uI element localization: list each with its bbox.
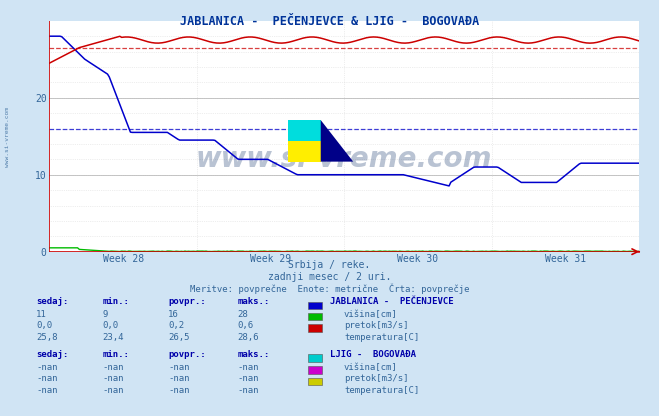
Text: 9: 9 [102, 310, 107, 319]
Text: povpr.:: povpr.: [168, 350, 206, 359]
Text: 25,8: 25,8 [36, 333, 58, 342]
Text: JABLANICA -  PEČENJEVCE: JABLANICA - PEČENJEVCE [330, 297, 453, 307]
Text: -nan: -nan [237, 363, 259, 372]
Text: 16: 16 [168, 310, 179, 319]
Text: 23,4: 23,4 [102, 333, 124, 342]
Text: 11: 11 [36, 310, 47, 319]
Text: sedaj:: sedaj: [36, 297, 69, 307]
Text: -nan: -nan [102, 386, 124, 395]
Text: JABLANICA -  PEČENJEVCE & LJIG -  BOGOVAĐA: JABLANICA - PEČENJEVCE & LJIG - BOGOVAĐA [180, 15, 479, 27]
Text: Srbija / reke.: Srbija / reke. [289, 260, 370, 270]
Text: min.:: min.: [102, 350, 129, 359]
Text: -nan: -nan [168, 386, 190, 395]
Text: pretok[m3/s]: pretok[m3/s] [344, 374, 409, 384]
Text: 28,6: 28,6 [237, 333, 259, 342]
Text: -nan: -nan [102, 363, 124, 372]
Text: povpr.:: povpr.: [168, 297, 206, 307]
Text: min.:: min.: [102, 297, 129, 307]
Text: -nan: -nan [237, 374, 259, 384]
Text: -nan: -nan [237, 386, 259, 395]
Text: 26,5: 26,5 [168, 333, 190, 342]
Text: LJIG -  BOGOVAĐA: LJIG - BOGOVAĐA [330, 350, 416, 359]
Text: www.si-vreme.com: www.si-vreme.com [196, 145, 492, 173]
Text: -nan: -nan [168, 374, 190, 384]
Text: zadnji mesec / 2 uri.: zadnji mesec / 2 uri. [268, 272, 391, 282]
Text: 28: 28 [237, 310, 248, 319]
Text: sedaj:: sedaj: [36, 350, 69, 359]
Text: -nan: -nan [36, 386, 58, 395]
Text: www.si-vreme.com: www.si-vreme.com [5, 107, 11, 167]
Text: Meritve: povprečne  Enote: metrične  Črta: povprečje: Meritve: povprečne Enote: metrične Črta:… [190, 284, 469, 294]
Text: maks.:: maks.: [237, 350, 270, 359]
Text: višina[cm]: višina[cm] [344, 363, 398, 372]
Text: -nan: -nan [36, 363, 58, 372]
Text: maks.:: maks.: [237, 297, 270, 307]
Text: temperatura[C]: temperatura[C] [344, 386, 419, 395]
Text: 0,6: 0,6 [237, 321, 253, 330]
Text: -nan: -nan [36, 374, 58, 384]
Text: 0,2: 0,2 [168, 321, 184, 330]
Text: pretok[m3/s]: pretok[m3/s] [344, 321, 409, 330]
Text: -nan: -nan [102, 374, 124, 384]
Text: višina[cm]: višina[cm] [344, 310, 398, 319]
Text: -nan: -nan [168, 363, 190, 372]
Text: 0,0: 0,0 [36, 321, 52, 330]
Text: temperatura[C]: temperatura[C] [344, 333, 419, 342]
Text: 0,0: 0,0 [102, 321, 118, 330]
